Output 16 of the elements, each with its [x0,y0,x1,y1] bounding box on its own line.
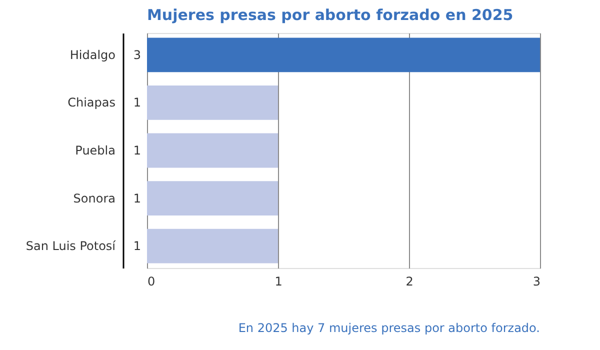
data-label: 1 [133,239,141,254]
x-tick-label: 3 [532,274,540,288]
x-tick-label: 1 [274,274,282,288]
y-tick-label: Sonora [73,191,116,206]
data-label: 3 [133,48,141,62]
data-label: 1 [133,96,141,110]
x-tick-label: 2 [406,274,414,288]
y-tick-label: Puebla [75,144,116,158]
y-tick-label: San Luis Potosí [26,239,116,254]
chart-title: Mujeres presas por aborto forzado en 2025 [147,6,514,24]
text: En 2025 hay 7 mujeres presas por aborto forzado. [238,321,540,335]
y-tick-label: Hidalgo [70,48,116,62]
data-label: 1 [133,144,141,158]
y-tick-label: Chiapas [68,96,116,110]
data-label: 1 [133,191,141,206]
x-tick-label: 0 [148,274,156,288]
